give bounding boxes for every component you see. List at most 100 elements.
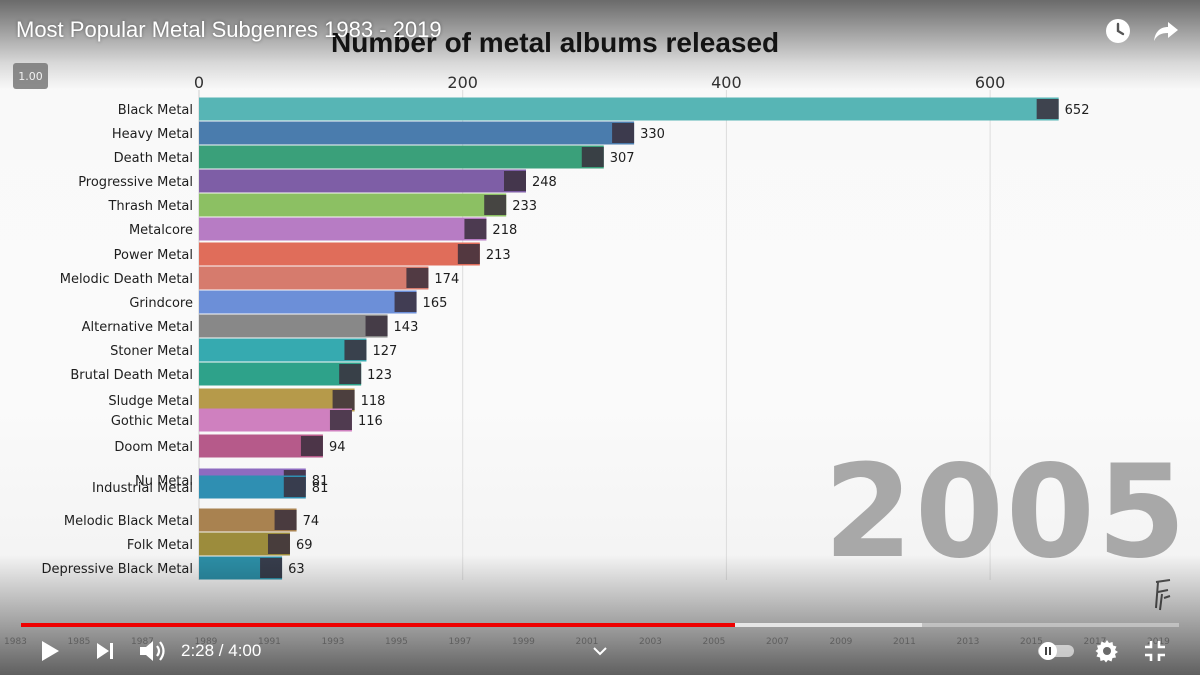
bar <box>199 532 290 556</box>
bar <box>199 97 1059 121</box>
category-label: Sludge Metal <box>108 394 193 409</box>
bar <box>199 314 388 338</box>
category-label: Alternative Metal <box>82 320 193 335</box>
timeline-year-label: 2001 <box>575 637 599 647</box>
album-thumbnail <box>267 534 290 554</box>
bar-chart: 0 200 400 600 Black Metal 652 Heavy Metal 330 De… <box>42 73 1090 580</box>
exit-fullscreen-button[interactable] <box>1143 637 1167 665</box>
bar <box>199 266 429 290</box>
bar <box>199 388 355 412</box>
timeline-year-label: 1999 <box>512 637 535 647</box>
value-label: 81 <box>312 474 329 489</box>
category-label: Melodic Black Metal <box>64 514 193 529</box>
timeline-year-label: 1989 <box>194 637 218 647</box>
playback-speed-badge: 1.00 <box>13 63 48 89</box>
album-thumbnail <box>344 340 367 360</box>
x-tick-label: 200 <box>447 73 478 92</box>
category-label: Black Metal <box>118 103 193 118</box>
bar <box>199 145 604 169</box>
category-label: Folk Metal <box>127 538 193 553</box>
timeline-year-label: 2007 <box>766 637 789 647</box>
bar <box>199 121 635 145</box>
category-label: Melodic Death Metal <box>60 272 193 287</box>
bar <box>199 362 362 386</box>
timeline-year-label: 1993 <box>321 637 345 647</box>
watch-later-icon[interactable] <box>1104 17 1132 45</box>
category-label: Metalcore <box>129 223 193 238</box>
value-label: 248 <box>532 175 557 190</box>
timeline-year-label: 1987 <box>131 637 154 647</box>
bar <box>199 475 306 499</box>
chapters-button[interactable] <box>592 637 608 665</box>
settings-button[interactable] <box>1095 637 1119 665</box>
bar <box>199 217 487 241</box>
year-label: 2005 <box>823 438 1188 587</box>
progress-bar[interactable] <box>21 623 1179 627</box>
category-label: Thrash Metal <box>107 199 193 214</box>
bar <box>199 408 352 432</box>
autoplay-toggle-icon <box>1038 642 1074 660</box>
value-label: 118 <box>361 394 386 409</box>
exit-fullscreen-icon <box>1145 641 1165 661</box>
value-label: 652 <box>1065 103 1090 118</box>
play-button[interactable] <box>38 637 62 665</box>
value-label: 330 <box>640 127 665 142</box>
next-button[interactable] <box>94 637 116 665</box>
album-thumbnail <box>283 477 306 497</box>
timeline-year-label: 1997 <box>448 637 472 647</box>
timeline-year-strip: 1983 1985 1987 1989 1991 1993 1995 1997 1999 2001… <box>0 637 1200 657</box>
album-thumbnail <box>260 558 283 578</box>
gear-icon <box>1095 640 1118 663</box>
timeline-year-label: 2009 <box>829 637 853 647</box>
timeline-year-label: 2013 <box>956 637 980 647</box>
value-label: 63 <box>288 562 305 577</box>
album-thumbnail <box>484 195 507 215</box>
album-thumbnail <box>581 147 604 167</box>
bar <box>199 508 297 532</box>
share-icon[interactable] <box>1152 17 1180 45</box>
autoplay-toggle[interactable] <box>1036 637 1076 665</box>
bar <box>199 290 417 314</box>
bar <box>199 193 507 217</box>
skip-next-icon <box>97 643 113 659</box>
progress-played <box>21 623 736 627</box>
category-label: Doom Metal <box>114 440 193 455</box>
channel-logo-icon <box>1155 579 1171 611</box>
value-label: 143 <box>394 320 419 335</box>
timeline-year-label: 2017 <box>1083 637 1107 647</box>
value-label: 69 <box>296 538 313 553</box>
album-thumbnail <box>1036 99 1059 119</box>
category-label: Brutal Death Metal <box>70 368 193 383</box>
timeline-year-label: 1985 <box>67 637 91 647</box>
category-label: Heavy Metal <box>112 127 193 142</box>
timeline-year-label: 2015 <box>1020 637 1043 647</box>
album-thumbnail <box>274 510 297 530</box>
value-label: 218 <box>492 223 517 238</box>
volume-button[interactable] <box>138 637 166 665</box>
category-label: Nu Metal <box>135 474 193 489</box>
bar <box>199 338 367 362</box>
album-thumbnail <box>406 268 429 288</box>
video-title[interactable]: Most Popular Metal Subgenres 1983 - 2019 <box>16 17 442 42</box>
album-thumbnail <box>332 390 355 410</box>
album-thumbnail <box>612 123 635 143</box>
category-label: Progressive Metal <box>78 175 193 190</box>
value-label: 165 <box>423 296 448 311</box>
chevron-down-icon <box>593 647 607 656</box>
value-label: 74 <box>303 514 320 529</box>
x-tick-label: 600 <box>975 73 1006 92</box>
album-thumbnail <box>300 436 323 456</box>
category-label: Depressive Black Metal <box>42 562 194 577</box>
album-thumbnail <box>464 219 487 239</box>
value-label: 307 <box>610 151 635 166</box>
category-label: Industrial Metal <box>92 481 193 496</box>
timeline-year-label: 2011 <box>893 637 916 647</box>
value-label: 233 <box>512 199 537 214</box>
album-thumbnail <box>503 171 526 191</box>
album-thumbnail <box>365 316 388 336</box>
category-label: Death Metal <box>114 151 193 166</box>
value-label: 174 <box>434 272 459 287</box>
volume-icon <box>140 641 165 661</box>
album-thumbnail <box>457 244 480 264</box>
album-thumbnail <box>394 292 417 312</box>
